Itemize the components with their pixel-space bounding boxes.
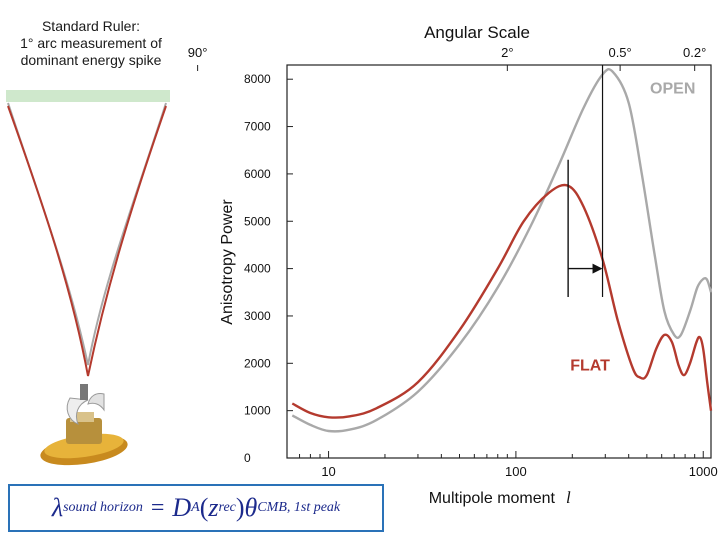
- formula-z-subscript: rec: [218, 500, 236, 515]
- y-axis-label: Anisotropy Power: [219, 199, 236, 325]
- formula-equals: =: [150, 494, 165, 521]
- formula-d-subscript: A: [191, 500, 200, 515]
- top-axis-label: 0.2°: [683, 45, 706, 60]
- y-tick-label: 5000: [244, 214, 271, 228]
- series-line-open: [291, 68, 713, 433]
- ruler-caption-line-3: dominant energy spike: [20, 52, 162, 68]
- formula-d: D: [172, 493, 192, 522]
- annotation-flat: FLAT: [570, 357, 610, 374]
- formula-theta: θ: [244, 493, 258, 522]
- formula-open-paren: (: [199, 493, 209, 522]
- ruler-caption: Standard Ruler: 1° arc measurement of do…: [6, 18, 176, 69]
- top-axis-label: 0.5°: [608, 45, 631, 60]
- peak-shift-arrow-head: [592, 263, 603, 274]
- top-axis-label: 90°: [188, 45, 208, 60]
- y-tick-label: 8000: [244, 72, 271, 86]
- y-tick-label: 0: [244, 451, 251, 465]
- ruler-red-cone: [7, 105, 167, 377]
- y-tick-label: 6000: [244, 167, 271, 181]
- x-axis-label: Multipole moment: [429, 490, 556, 507]
- formula-lambda-subscript: sound horizon: [63, 500, 143, 515]
- chart-frame: [286, 64, 712, 459]
- formula-theta-subscript: CMB, 1st peak: [257, 500, 341, 515]
- formula-close-paren: ): [235, 493, 245, 522]
- annotation-open: OPEN: [650, 80, 695, 97]
- x-tick-label: 100: [505, 464, 527, 479]
- ruler-caption-line-2: 1° arc measurement of: [20, 35, 162, 51]
- y-tick-label: 3000: [244, 309, 271, 323]
- formula-z: z: [208, 493, 219, 522]
- formula-lambda: λ: [51, 493, 64, 522]
- y-tick-label: 4000: [244, 262, 271, 276]
- y-tick-label: 7000: [244, 120, 271, 134]
- chart-title: Angular Scale: [424, 23, 530, 42]
- ruler-caption-line-1: Standard Ruler:: [41, 18, 141, 34]
- x-tick-label: 1000: [689, 464, 718, 479]
- y-tick-label: 1000: [244, 404, 271, 418]
- ruler-bar: [6, 90, 170, 102]
- x-tick-label: 10: [321, 464, 335, 479]
- top-axis-label: 2°: [501, 45, 513, 60]
- chart-plot-area: 0 1000 2000 3000 4000 5000 6000 7000 8000 10 100 10…: [188, 45, 718, 479]
- x-axis-symbol: l: [566, 488, 571, 507]
- series-line-flat: [291, 183, 713, 419]
- satellite-icon: [40, 384, 128, 466]
- y-tick-label: 2000: [244, 356, 271, 370]
